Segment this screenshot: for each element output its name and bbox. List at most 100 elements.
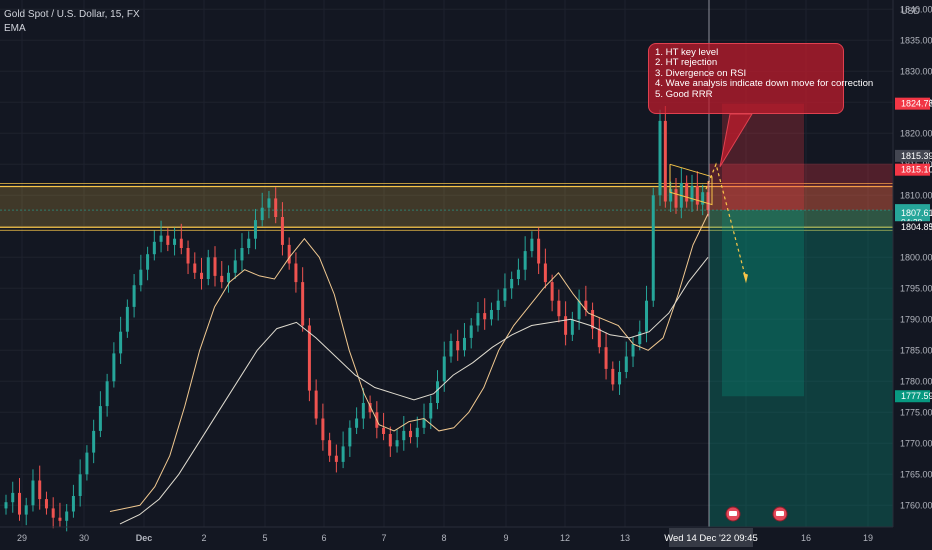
candle-body[interactable] bbox=[469, 325, 473, 338]
candle-body[interactable] bbox=[220, 275, 224, 283]
candle-body[interactable] bbox=[591, 310, 595, 329]
candle-body[interactable] bbox=[31, 480, 35, 506]
candle-body[interactable] bbox=[173, 238, 177, 245]
candle-body[interactable] bbox=[645, 300, 649, 332]
candle-body[interactable] bbox=[449, 341, 453, 357]
candle-body[interactable] bbox=[695, 186, 699, 205]
candle-body[interactable] bbox=[240, 248, 244, 261]
candle-body[interactable] bbox=[341, 446, 345, 462]
target-zone[interactable] bbox=[709, 210, 893, 528]
candle-body[interactable] bbox=[402, 430, 406, 441]
candle-body[interactable] bbox=[685, 182, 689, 202]
candle-body[interactable] bbox=[550, 282, 554, 301]
candle-body[interactable] bbox=[92, 430, 96, 453]
candle-body[interactable] bbox=[253, 220, 257, 239]
candle-body[interactable] bbox=[267, 198, 271, 208]
candle-body[interactable] bbox=[382, 427, 386, 434]
candle-body[interactable] bbox=[456, 341, 460, 351]
candle-body[interactable] bbox=[516, 269, 520, 279]
target-zone[interactable] bbox=[722, 210, 804, 397]
candle-body[interactable] bbox=[200, 272, 204, 279]
candle-body[interactable] bbox=[618, 372, 622, 385]
candle-body[interactable] bbox=[564, 316, 568, 335]
candle-body[interactable] bbox=[321, 418, 325, 441]
candle-body[interactable] bbox=[624, 356, 628, 373]
candle-body[interactable] bbox=[4, 502, 8, 509]
candle-body[interactable] bbox=[388, 434, 392, 447]
candle-body[interactable] bbox=[159, 235, 163, 242]
candle-body[interactable] bbox=[119, 331, 123, 354]
candle-body[interactable] bbox=[186, 248, 190, 264]
candle-body[interactable] bbox=[690, 186, 694, 202]
candle-body[interactable] bbox=[368, 403, 372, 413]
candle-body[interactable] bbox=[523, 251, 527, 270]
candle-body[interactable] bbox=[503, 288, 507, 301]
candle-body[interactable] bbox=[674, 189, 678, 208]
candle-body[interactable] bbox=[226, 272, 230, 283]
candle-body[interactable] bbox=[663, 120, 667, 202]
candle-body[interactable] bbox=[193, 263, 197, 273]
candle-body[interactable] bbox=[510, 279, 514, 289]
stop-zone[interactable] bbox=[709, 163, 893, 211]
candle-body[interactable] bbox=[65, 511, 69, 521]
candle-body[interactable] bbox=[146, 254, 150, 270]
candle-body[interactable] bbox=[287, 244, 291, 264]
candle-body[interactable] bbox=[537, 238, 541, 264]
candle-body[interactable] bbox=[530, 238, 534, 252]
candle-body[interactable] bbox=[58, 517, 62, 521]
candle-body[interactable] bbox=[17, 492, 21, 515]
candle-body[interactable] bbox=[557, 300, 561, 317]
candle-body[interactable] bbox=[334, 455, 338, 462]
candle-body[interactable] bbox=[355, 418, 359, 428]
candle-body[interactable] bbox=[206, 257, 210, 279]
candle-body[interactable] bbox=[436, 381, 440, 403]
candle-body[interactable] bbox=[496, 300, 500, 310]
candle-body[interactable] bbox=[247, 238, 251, 248]
candle-body[interactable] bbox=[152, 241, 156, 255]
candle-body[interactable] bbox=[166, 235, 170, 245]
key-level-zone[interactable] bbox=[0, 186, 893, 228]
candle-body[interactable] bbox=[489, 310, 493, 320]
candle-body[interactable] bbox=[274, 198, 278, 217]
candle-body[interactable] bbox=[651, 195, 655, 301]
candle-body[interactable] bbox=[328, 440, 332, 456]
candle-body[interactable] bbox=[105, 381, 109, 407]
candle-body[interactable] bbox=[132, 285, 136, 307]
candle-body[interactable] bbox=[314, 390, 318, 419]
candle-body[interactable] bbox=[706, 192, 710, 211]
candle-body[interactable] bbox=[570, 319, 574, 335]
candle-body[interactable] bbox=[409, 430, 413, 438]
candle-body[interactable] bbox=[604, 347, 608, 369]
candle-body[interactable] bbox=[597, 328, 601, 348]
candle-body[interactable] bbox=[483, 313, 487, 320]
candle-body[interactable] bbox=[543, 263, 547, 283]
candle-body[interactable] bbox=[429, 403, 433, 419]
candle-body[interactable] bbox=[422, 418, 426, 428]
candle-body[interactable] bbox=[71, 496, 75, 512]
candle-body[interactable] bbox=[577, 300, 581, 320]
candle-body[interactable] bbox=[415, 427, 419, 438]
candle-body[interactable] bbox=[139, 269, 143, 286]
candle-body[interactable] bbox=[38, 480, 42, 500]
candle-body[interactable] bbox=[85, 452, 89, 475]
ema-slow-line[interactable] bbox=[119, 256, 709, 525]
candle-body[interactable] bbox=[361, 403, 365, 419]
candle-body[interactable] bbox=[701, 192, 705, 205]
candle-body[interactable] bbox=[24, 505, 28, 515]
candle-body[interactable] bbox=[179, 238, 183, 248]
triangle-pattern[interactable] bbox=[669, 163, 713, 206]
candle-body[interactable] bbox=[669, 189, 673, 202]
candle-body[interactable] bbox=[611, 368, 615, 385]
candle-body[interactable] bbox=[125, 306, 129, 332]
candle-body[interactable] bbox=[348, 427, 352, 447]
candle-body[interactable] bbox=[294, 263, 298, 283]
candle-body[interactable] bbox=[307, 325, 311, 391]
annotation-callout[interactable]: 1. HT key level 2. HT rejection 3. Diver… bbox=[648, 43, 873, 114]
candle-body[interactable] bbox=[476, 313, 480, 326]
candle-body[interactable] bbox=[395, 440, 399, 447]
candle-body[interactable] bbox=[112, 353, 116, 382]
candle-body[interactable] bbox=[584, 300, 588, 310]
candle-body[interactable] bbox=[442, 356, 446, 382]
indicator-label[interactable]: EMA bbox=[4, 23, 26, 34]
